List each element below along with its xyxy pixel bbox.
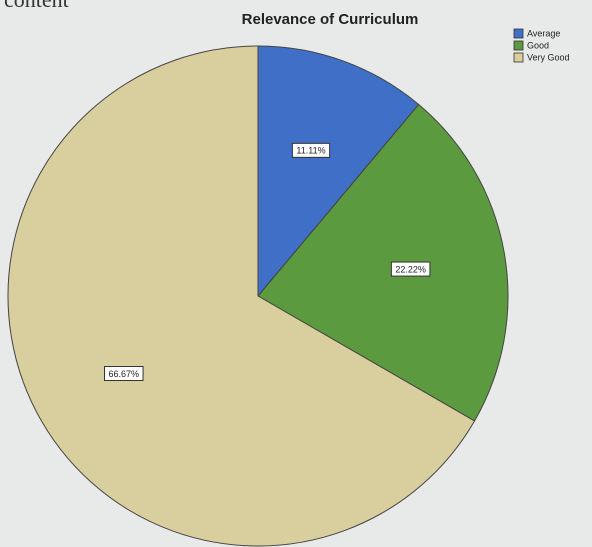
value-label-box bbox=[104, 366, 144, 382]
value-label: 66.67% bbox=[109, 369, 140, 379]
page-text: content bbox=[4, 0, 69, 12]
legend-swatch bbox=[513, 40, 524, 51]
pie-slice bbox=[257, 103, 509, 422]
chart-title: Relevance of Curriculum bbox=[242, 11, 419, 28]
legend-swatch bbox=[513, 28, 524, 39]
pie-slice bbox=[7, 45, 476, 547]
legend-label: Very Good bbox=[527, 52, 570, 62]
legend-label: Average bbox=[527, 28, 560, 38]
value-label-box bbox=[390, 261, 431, 277]
value-label: 11.11% bbox=[296, 146, 325, 156]
value-label: 22.22% bbox=[395, 264, 426, 274]
legend-label: Good bbox=[527, 40, 549, 50]
pie-slice bbox=[257, 45, 420, 298]
legend-swatch bbox=[513, 52, 524, 63]
value-label-box bbox=[291, 142, 331, 158]
